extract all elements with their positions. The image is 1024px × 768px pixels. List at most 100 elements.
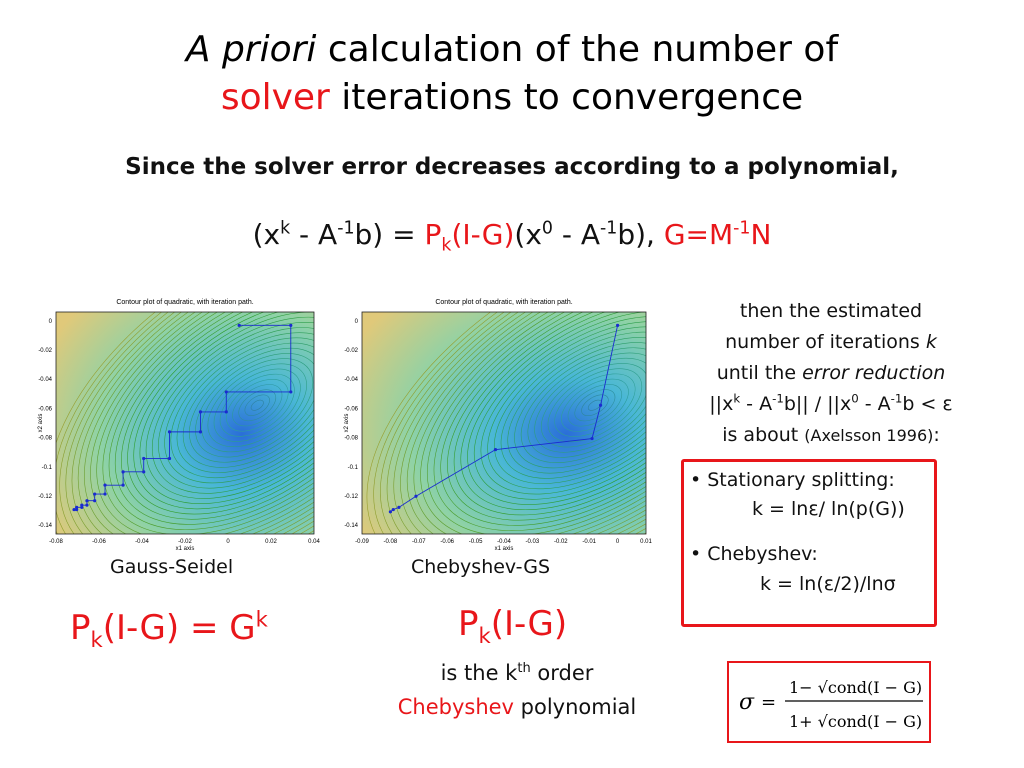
iteration-point	[142, 456, 146, 461]
iteration-point	[121, 470, 125, 474]
slide-title: A priori calculation of the number of so…	[0, 26, 1024, 122]
iteration-point	[237, 323, 241, 327]
y-tick-label: -0.02	[344, 348, 358, 354]
sigma-denominator: 1+ √cond(I − G)	[789, 712, 922, 731]
iteration-point	[289, 323, 293, 327]
title-line-1: A priori calculation of the number of	[185, 29, 839, 70]
y-tick-label: -0.1	[348, 465, 359, 471]
iteration-point	[72, 507, 76, 512]
sigma-numerator: 1− √cond(I − G)	[789, 678, 922, 697]
x-tick-label: -0.05	[469, 539, 483, 545]
iteration-point	[85, 499, 89, 503]
iteration-point	[85, 503, 89, 507]
iteration-estimate-note: then the estimated number of iterations …	[690, 296, 972, 451]
stationary-bullet: • Stationary splitting:	[690, 469, 895, 491]
iteration-point	[414, 494, 418, 498]
iteration-point	[198, 410, 203, 414]
gauss-seidel-polynomial: Pk(I-G) = Gk	[70, 606, 268, 652]
iteration-point	[224, 410, 228, 414]
y-tick-label: -0.02	[38, 348, 52, 354]
x-tick-label: -0.08	[49, 539, 63, 545]
y-tick-label: -0.14	[38, 523, 52, 529]
gauss-seidel-caption: Gauss-Seidel	[110, 556, 234, 578]
gauss-seidel-contour-plot: Contour plot of quadratic, with iteratio…	[32, 292, 328, 556]
plot-title: Contour plot of quadratic, with iteratio…	[116, 299, 253, 306]
x-tick-label: -0.08	[384, 539, 398, 545]
iteration-point	[590, 436, 594, 441]
plot-area	[362, 312, 646, 534]
plot-svg: Contour plot of quadratic, with iteratio…	[38, 299, 320, 552]
x-tick-label: -0.01	[582, 539, 596, 545]
iteration-point	[103, 492, 107, 496]
iteration-formulas-box: • Stationary splitting: k = lnε/ ln(p(G)…	[681, 459, 937, 627]
iteration-point	[388, 510, 392, 514]
error-reduction-formula: ||xk - A-1b|| / ||x0 - A-1b < ε	[709, 391, 953, 415]
chebyshev-polynomial-description: is the kth order Chebyshev polynomial	[397, 661, 637, 719]
chebyshev-contour-plot: Contour plot of quadratic, with iteratio…	[338, 292, 660, 556]
chebyshev-formula: k = ln(ε/2)/lnσ	[760, 573, 896, 595]
y-axis-label: x2 axis	[344, 414, 350, 433]
contour-lines	[366, 312, 646, 534]
x-tick-label: -0.02	[178, 539, 192, 545]
x-tick-label: -0.06	[440, 539, 454, 545]
iteration-point	[397, 505, 401, 509]
y-tick-label: -0.12	[344, 494, 358, 500]
x-tick-label: 0.04	[308, 539, 320, 545]
x-tick-label: -0.07	[412, 539, 426, 545]
iteration-point	[142, 470, 146, 474]
y-tick-label: -0.06	[344, 406, 358, 412]
iteration-point	[103, 483, 107, 487]
y-tick-label: -0.04	[344, 377, 358, 383]
iteration-point	[80, 503, 84, 507]
y-tick-label: -0.14	[344, 523, 358, 529]
x-tick-label: 0.02	[265, 539, 277, 545]
y-tick-label: 0	[355, 319, 359, 325]
title-line-2: solver iterations to convergence	[220, 77, 804, 118]
iteration-point	[493, 448, 498, 452]
plot-svg: Contour plot of quadratic, with iteratio…	[344, 299, 652, 552]
equals-sign: =	[761, 692, 776, 713]
iteration-point	[121, 483, 125, 487]
x-tick-label: -0.04	[497, 539, 511, 545]
iteration-point	[93, 499, 97, 503]
iteration-point	[75, 505, 79, 509]
pk-term: Pk(I-G)	[424, 218, 515, 256]
iteration-point	[598, 403, 603, 407]
y-tick-label: -0.04	[38, 377, 52, 383]
iteration-point	[224, 390, 228, 394]
x-tick-label: -0.04	[135, 539, 149, 545]
g-definition: G=M-1N	[663, 218, 772, 251]
x-tick-label: 0	[226, 539, 230, 545]
chebyshev-bullet: • Chebyshev:	[690, 543, 818, 565]
sigma-formula-svg: σ = 1− √cond(I − G) 1+ √cond(I − G)	[739, 678, 923, 731]
axes-box	[361, 311, 647, 535]
y-axis-label: x2 axis	[38, 414, 44, 433]
y-tick-label: -0.06	[38, 406, 52, 412]
iteration-point	[198, 430, 203, 434]
iteration-point	[289, 390, 293, 394]
y-tick-label: -0.08	[38, 436, 52, 442]
x-tick-label: -0.09	[355, 539, 369, 545]
plot-title: Contour plot of quadratic, with iteratio…	[435, 299, 572, 306]
stationary-formula: k = lnε/ ln(p(G))	[752, 498, 905, 520]
x-tick-label: -0.03	[526, 539, 540, 545]
y-tick-label: -0.12	[38, 494, 52, 500]
y-tick-label: 0	[49, 319, 53, 325]
x-axis-label: x1 axis	[176, 546, 195, 552]
y-tick-label: -0.08	[344, 436, 358, 442]
chebyshev-polynomial-term: Pk(I-G)	[458, 604, 568, 648]
iteration-point	[75, 507, 79, 512]
subtitle: Since the solver error decreases accordi…	[125, 154, 899, 180]
y-tick-label: -0.1	[42, 465, 53, 471]
axes-box	[55, 311, 315, 535]
x-tick-label: 0	[616, 539, 620, 545]
sigma-formula: σ = 1− √cond(I − G) 1+ √cond(I − G)	[727, 661, 931, 743]
sigma-symbol: σ	[739, 690, 755, 715]
x-tick-label: -0.02	[554, 539, 568, 545]
iteration-point	[80, 505, 84, 509]
x-axis-label: x1 axis	[495, 546, 514, 552]
iteration-point	[616, 323, 620, 327]
chebyshev-caption: Chebyshev-GS	[411, 556, 551, 578]
x-tick-label: 0.01	[640, 539, 652, 545]
iteration-point	[391, 507, 395, 512]
